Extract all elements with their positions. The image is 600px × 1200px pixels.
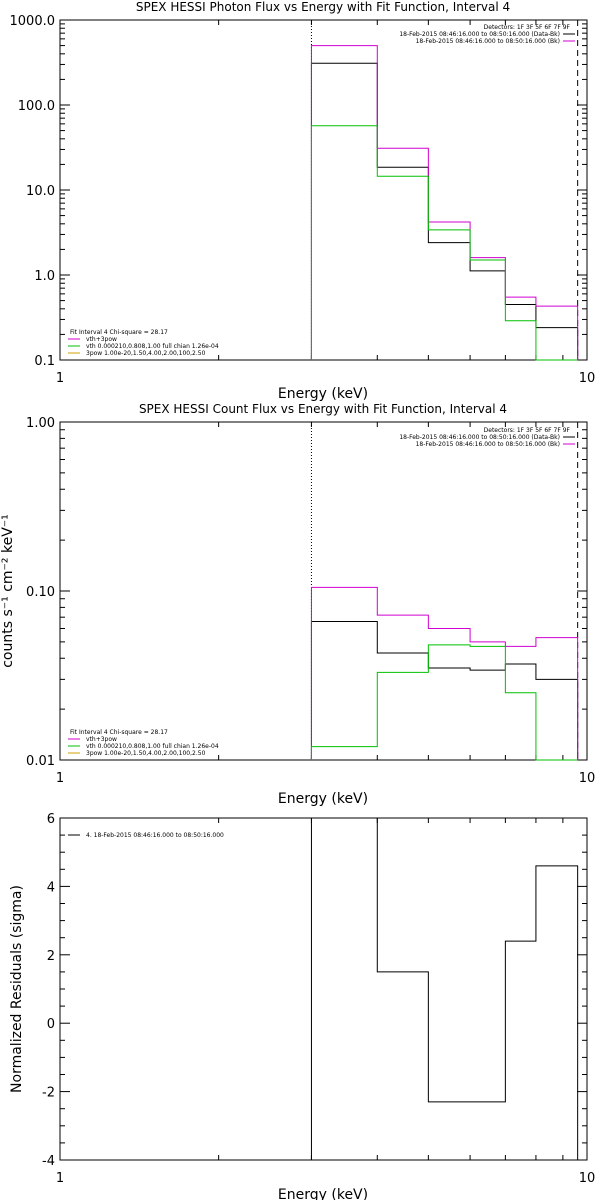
panel3-ylabel: Normalized Residuals (sigma) — [9, 885, 25, 1093]
count-flux-panel: SPEX HESSI Count Flux vs Energy with Fit… — [0, 402, 595, 807]
panel2-legend-text: vth+3pow — [86, 736, 117, 743]
photon-flux-panel: SPEX HESSI Photon Flux vs Energy with Fi… — [10, 0, 596, 402]
panel3-x-tick-label: 10 — [579, 1171, 596, 1186]
panel1-series-0 — [310, 62, 579, 360]
residuals-panel: 1 10 -4 -2 0 2 4 6 Energy (keV) Normalized Resi… — [9, 812, 595, 1200]
panel2-x-tick-label: 1 — [56, 771, 64, 786]
panel2-time-line-text: 18-Feb-2015 08:46:16.000 to 08:50:16.000… — [399, 434, 560, 441]
panel2-legend-text: vth 0.000210,0.808,1.00 full chian 1.26e… — [86, 743, 219, 750]
panel1-fit-text: Fit Interval 4 Chi-square = 28.17 — [70, 329, 168, 336]
panel2-fit-text: Fit Interval 4 Chi-square = 28.17 — [70, 729, 168, 736]
panel1-y-tick-label: 10.0 — [26, 184, 55, 199]
panel3-xlabel: Energy (keV) — [278, 1187, 368, 1200]
panel2-xlabel: Energy (keV) — [278, 791, 368, 807]
panel1-y-tick-label: 0.1 — [34, 354, 55, 369]
panel1-x-tick-label: 1 — [56, 371, 64, 386]
panel3-legend-text: 4. 18-Feb-2015 08:46:16.000 to 08:50:16.… — [86, 832, 224, 839]
panel3-y-tick-label: -4 — [42, 1154, 55, 1169]
panel1-legend-text: 3pow 1.00e-20,1.50,4.00,2.00,100,2.50 — [86, 350, 206, 357]
panel1-time-line-text: 18-Feb-2015 08:46:16.000 to 08:50:16.000… — [416, 38, 560, 45]
panel3-y-tick-label: -2 — [42, 1086, 55, 1101]
panel1-y-tick-label: 1000.0 — [10, 14, 56, 29]
panel1-series-2 — [310, 125, 578, 361]
panel1-time-line-text: 18-Feb-2015 08:46:16.000 to 08:50:16.000… — [399, 31, 560, 38]
panel2-detectors: Detectors: 1F 3F 5F 6F 7F 9F — [484, 427, 571, 434]
panel2-y-tick-label: 0.10 — [26, 585, 55, 600]
panel3-y-tick-label: 6 — [47, 812, 55, 827]
panel1-plot-frame — [59, 19, 588, 361]
panel3-x-tick-label: 1 — [56, 1171, 64, 1186]
panel1-xlabel: Energy (keV) — [278, 386, 368, 402]
panel1-series-1 — [310, 45, 579, 360]
panel1-detectors: Detectors: 1F 3F 5F 6F 7F 9F — [484, 24, 571, 31]
panel2-legend-text: 3pow 1.00e-20,1.50,4.00,2.00,100,2.50 — [86, 750, 206, 757]
panel1-title: SPEX HESSI Photon Flux vs Energy with Fi… — [136, 0, 510, 14]
panel2-y-tick-label: 0.01 — [26, 754, 55, 769]
panel1-legend-text: vth 0.000210,0.808,1.00 full chian 1.26e… — [86, 343, 219, 350]
panel2-ylabel: counts s⁻¹ cm⁻² keV⁻¹ — [0, 514, 16, 668]
panel2-plot-frame — [59, 421, 588, 761]
panel3-y-tick-label: 0 — [47, 1017, 55, 1032]
panel3-series-0 — [310, 817, 579, 1160]
panel1-y-tick-label: 1.0 — [34, 269, 55, 284]
panel2-y-tick-label: 1.00 — [26, 416, 55, 431]
panel1-y-tick-label: 100.0 — [18, 99, 55, 114]
panel3-y-tick-label: 4 — [47, 880, 55, 895]
panel2-series-0 — [310, 620, 579, 760]
panel3-marks: 1 10 -4 -2 0 2 4 6 — [42, 812, 595, 1186]
panel3-y-tick-label: 2 — [47, 949, 55, 964]
panel2-series-1 — [310, 586, 579, 760]
panel3-plot-frame — [59, 817, 588, 1161]
panel2-x-tick-label: 10 — [579, 771, 596, 786]
panel1-legend-text: vth+3pow — [86, 336, 117, 343]
panel2-time-line-text: 18-Feb-2015 08:46:16.000 to 08:50:16.000… — [416, 441, 560, 448]
panel2-series-2 — [310, 644, 578, 761]
panel2-title: SPEX HESSI Count Flux vs Energy with Fit… — [139, 402, 507, 416]
panel1-x-tick-label: 10 — [579, 371, 596, 386]
